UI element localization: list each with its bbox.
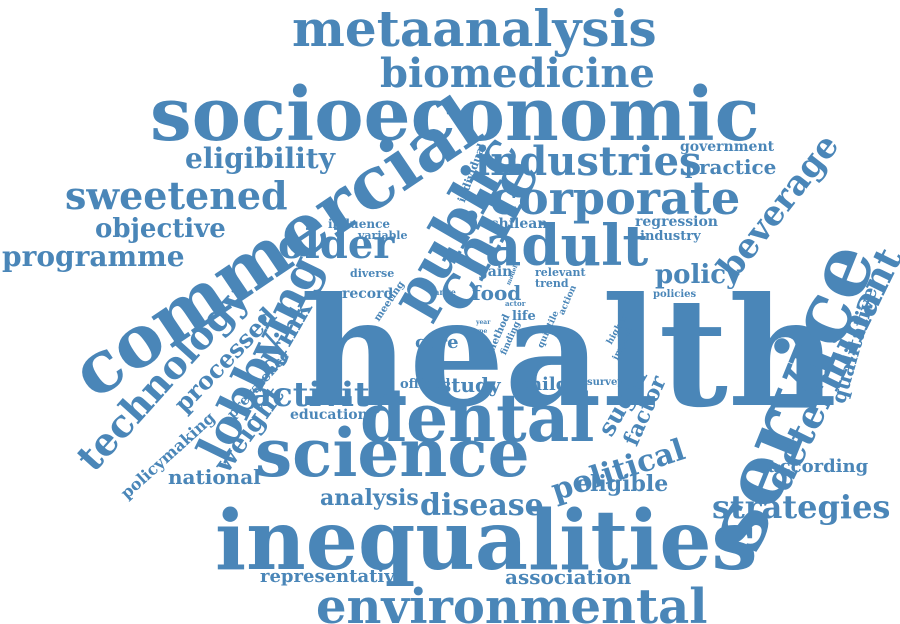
word-diverse: diverse (350, 267, 395, 280)
word-industry: industry (640, 229, 701, 244)
word-analysis: analysis (320, 485, 419, 511)
word-programme: programme (2, 240, 185, 273)
word-child: child (518, 374, 569, 395)
word-chilean: chilean (490, 216, 548, 232)
word-care: care (415, 332, 459, 353)
word-policy: policy (655, 260, 742, 290)
word-education: education (290, 407, 368, 423)
word-disease: disease (420, 488, 544, 523)
word-actor: actor (505, 299, 526, 308)
word-association: association (505, 565, 632, 589)
word-industries: industries (475, 138, 702, 185)
word-older: older (278, 221, 395, 268)
word-dental: dental (360, 379, 595, 457)
word-corporate: corporate (490, 171, 741, 225)
word-metaanalysis: metaanalysis (292, 0, 657, 58)
word-socioeconomic: socioeconomic (150, 72, 760, 158)
word-influence: influence (328, 217, 391, 231)
word-government: government (680, 139, 775, 155)
word-according: according (768, 456, 869, 477)
word-trend: trend (535, 277, 569, 290)
word-science: science (255, 414, 530, 492)
word-adult: adult (485, 213, 649, 279)
word-gain: gain (478, 264, 513, 280)
word-occupational: occupational (889, 165, 900, 472)
word-eligibility: eligibility (185, 142, 335, 175)
word-official: official (400, 377, 451, 392)
word-life: life (512, 309, 536, 324)
word-practice: practice (685, 155, 777, 179)
word-record: record (342, 286, 394, 302)
word-environmental: environmental (316, 579, 708, 624)
word-relevant: relevant (535, 266, 586, 279)
word-survey: survey (587, 377, 624, 388)
word-inequalities: inequalities (215, 493, 758, 589)
word-regression: regression (635, 214, 718, 230)
word-eligible: eligible (576, 471, 669, 497)
word-type: type (473, 328, 488, 335)
word-objective: objective (95, 214, 226, 244)
word-range: range (430, 287, 456, 297)
word-activity: activity (250, 375, 390, 415)
word-year: year (476, 319, 491, 326)
word-representative: representative (260, 566, 407, 587)
word-biomedicine: biomedicine (380, 50, 655, 97)
word-strategies: strategies (712, 488, 891, 526)
word-national: national (168, 465, 261, 489)
word-health: health (300, 265, 838, 441)
word-variable: variable (358, 229, 408, 242)
word-food: food (472, 281, 522, 305)
word-policies: policies (653, 289, 697, 300)
word-sweetened: sweetened (65, 173, 288, 218)
word-study: study (440, 373, 501, 397)
